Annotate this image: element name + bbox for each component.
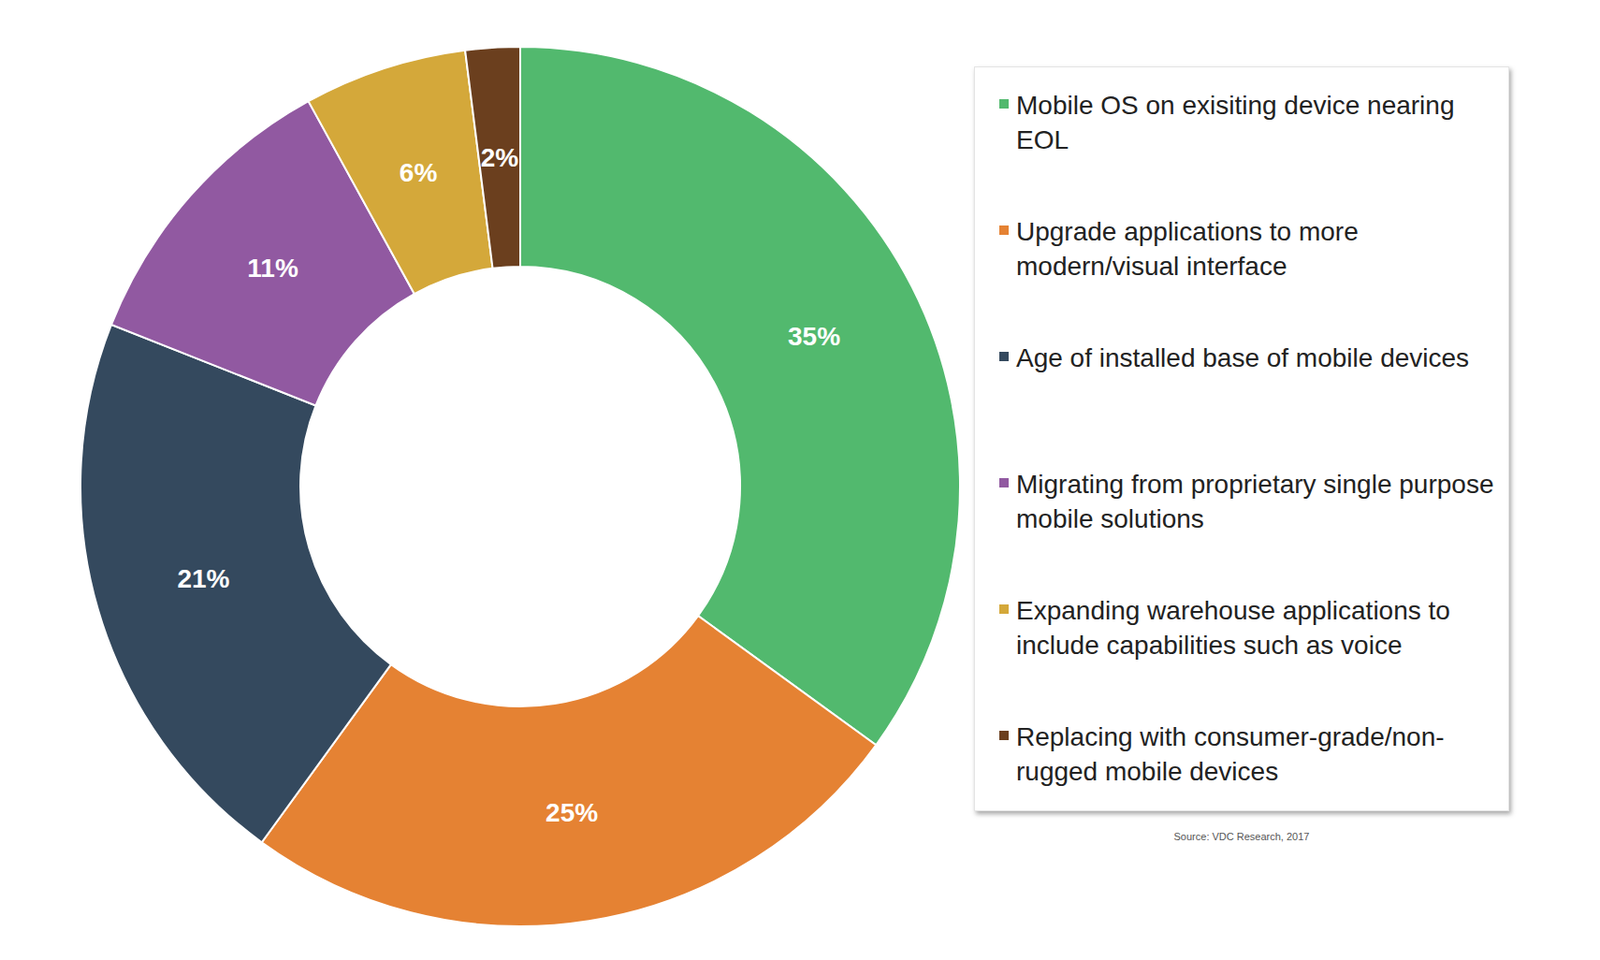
svg-text:6%: 6%: [399, 158, 438, 188]
html-text:Expanding warehouse applicatio: Expanding warehouse applications to incl…: [1016, 596, 1451, 660]
html-text:Mobile OS on exisiting device: Mobile OS on exisiting device nearing EO…: [1016, 90, 1455, 155]
svg-text:25%: 25%: [545, 798, 598, 828]
html-text:Source: VDC Research, 2017: Source: VDC Research, 2017: [1173, 830, 1310, 843]
html-text:Upgrade applications to more m: Upgrade applications to more modern/visu…: [1016, 217, 1359, 281]
svg-text:2%: 2%: [480, 143, 520, 173]
html-text:Age of installed base of mobil: Age of installed base of mobile devices: [1016, 343, 1470, 373]
html-text:Migrating from proprietary sin: Migrating from proprietary single purpos…: [1016, 469, 1494, 534]
svg-text:21%: 21%: [176, 564, 230, 594]
svg-text:11%: 11%: [247, 253, 299, 283]
svg-text:35%: 35%: [787, 321, 841, 351]
html-text:Replacing with consumer-grade/: Replacing with consumer-grade/non-rugged…: [1016, 722, 1445, 786]
